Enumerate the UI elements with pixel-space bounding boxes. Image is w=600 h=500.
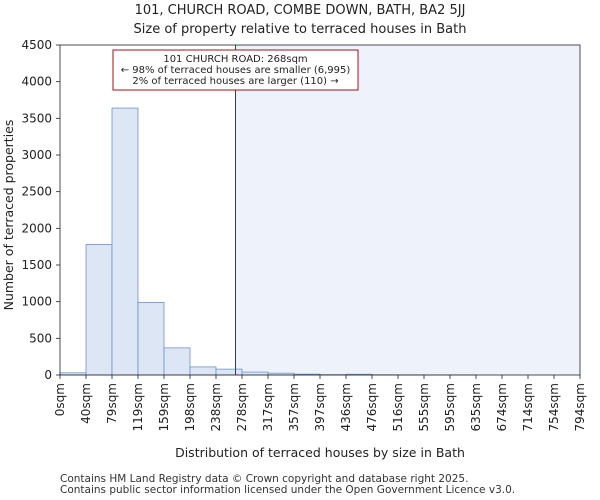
bar-79sqm (111, 107, 139, 376)
x-tick-label-317sqm: 317sqm (261, 383, 275, 431)
y-tick-label-2500: 2500 (21, 185, 52, 199)
x-tick-label-238sqm: 238sqm (209, 383, 223, 431)
bar-238sqm (215, 368, 243, 376)
larger-region-fill (235, 45, 581, 375)
x-tick-label-516sqm: 516sqm (391, 383, 405, 431)
x-tick-label-714sqm: 714sqm (521, 383, 535, 431)
annotation-line-1: 101 CHURCH ROAD: 268sqm (163, 54, 307, 65)
x-tick-label-119sqm: 119sqm (131, 383, 145, 431)
x-tick-label-278sqm: 278sqm (235, 383, 249, 431)
x-tick-label-159sqm: 159sqm (157, 383, 171, 431)
y-tick-label-4000: 4000 (21, 75, 52, 89)
x-tick-label-555sqm: 555sqm (417, 383, 431, 431)
x-tick-label-357sqm: 357sqm (287, 383, 301, 431)
x-tick-label-397sqm: 397sqm (313, 383, 327, 431)
annotation-box: 101 CHURCH ROAD: 268sqm ← 98% of terrace… (112, 49, 359, 91)
x-tick-label-79sqm: 79sqm (105, 383, 119, 424)
x-tick-label-635sqm: 635sqm (469, 383, 483, 431)
y-tick-label-4500: 4500 (21, 38, 52, 52)
x-tick-label-754sqm: 754sqm (547, 383, 561, 431)
y-axis-label: Number of terraced properties (1, 120, 16, 311)
x-ticks: 0sqm 40sqm 79sqm 119sqm 159sqm 198sqm 238sqm 27… (53, 375, 587, 431)
chart-subtitle: Size of property relative to terraced ho… (134, 22, 467, 37)
larger-region (235, 45, 581, 375)
bar-198sqm (189, 366, 217, 376)
footer-licence: Contains public sector information licen… (60, 484, 516, 496)
bar-119sqm (137, 301, 165, 376)
footer-copyright: Contains HM Land Registry data © Crown c… (60, 473, 469, 485)
x-tick-label-436sqm: 436sqm (339, 383, 353, 431)
bar-159sqm (163, 347, 191, 376)
x-tick-label-198sqm: 198sqm (183, 383, 197, 431)
annotation-frame (112, 49, 359, 91)
x-tick-label-674sqm: 674sqm (495, 383, 509, 431)
histogram-chart: 101, CHURCH ROAD, COMBE DOWN, BATH, BA2 … (1, 3, 587, 460)
x-tick-label-0sqm: 0sqm (53, 383, 67, 416)
y-tick-label-3500: 3500 (21, 111, 52, 125)
annotation-line-3: 2% of terraced houses are larger (110) → (132, 76, 338, 87)
y-tick-label-1500: 1500 (21, 258, 52, 272)
y-tick-label-0: 0 (44, 368, 52, 382)
bar-278sqm (241, 371, 269, 376)
annotation-line-2: ← 98% of terraced houses are smaller (6,… (121, 65, 351, 76)
y-tick-label-3000: 3000 (21, 148, 52, 162)
y-tick-label-500: 500 (29, 331, 52, 345)
y-tick-label-1000: 1000 (21, 295, 52, 309)
x-tick-label-476sqm: 476sqm (365, 383, 379, 431)
x-tick-label-794sqm: 794sqm (573, 383, 587, 431)
x-tick-label-595sqm: 595sqm (443, 383, 457, 431)
y-ticks: 0 500 1000 1500 2000 2500 3000 3500 4000 4500 (21, 38, 60, 382)
x-tick-label-40sqm: 40sqm (79, 383, 93, 424)
bar-40sqm (85, 244, 113, 376)
y-tick-label-2000: 2000 (21, 221, 52, 235)
bars (59, 107, 477, 376)
chart-title: 101, CHURCH ROAD, COMBE DOWN, BATH, BA2 … (135, 3, 466, 18)
x-axis-label: Distribution of terraced houses by size … (175, 445, 465, 460)
